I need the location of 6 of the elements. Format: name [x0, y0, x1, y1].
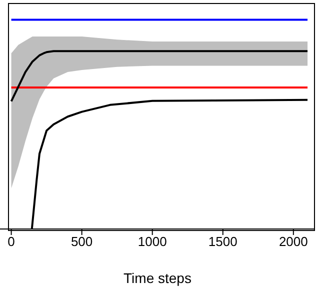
x-tick-label: 2000 — [278, 234, 308, 250]
x-tick-label: 500 — [70, 234, 93, 250]
x-axis-title: Time steps — [124, 270, 192, 286]
x-tick-label: 1000 — [138, 234, 167, 250]
x-tick-label: 1500 — [208, 234, 238, 250]
x-tick-label: 0 — [8, 234, 15, 250]
